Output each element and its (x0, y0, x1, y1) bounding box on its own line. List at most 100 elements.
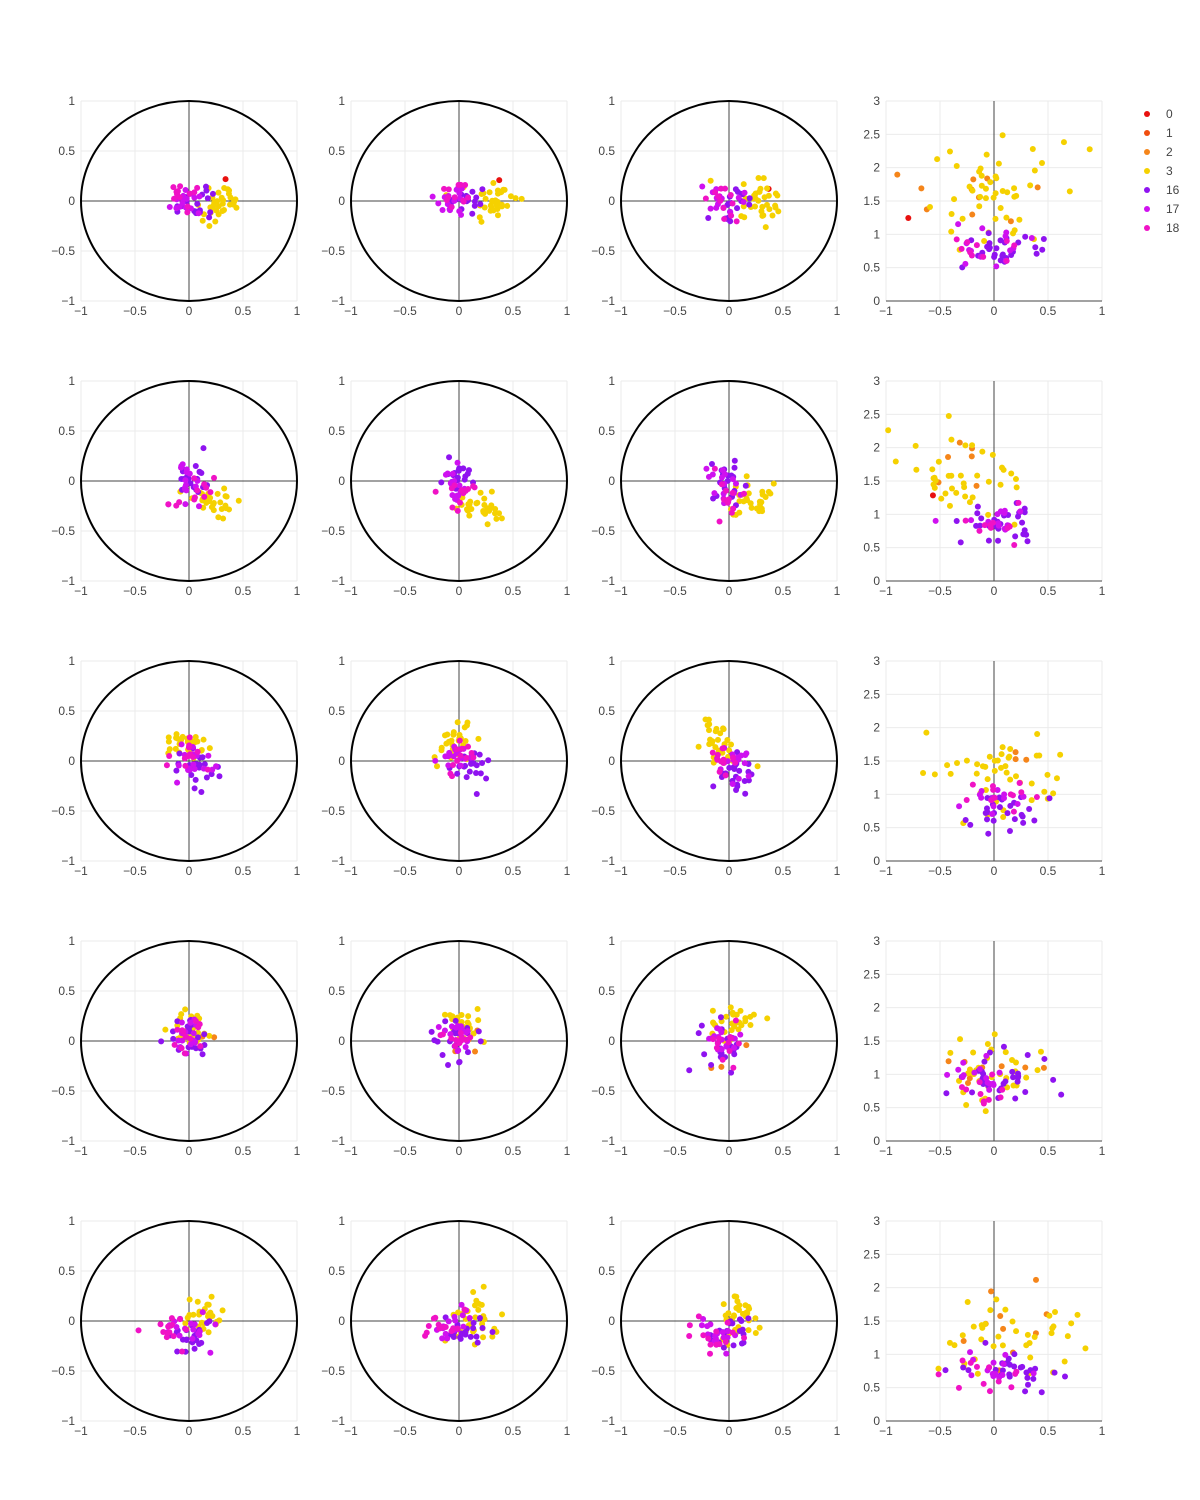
x-tick-label: 0.5 (1040, 1144, 1057, 1158)
point-series-3 (948, 472, 955, 479)
point-series-16 (470, 1319, 477, 1326)
legend-marker-0[interactable] (1144, 111, 1150, 117)
point-series-18 (707, 1341, 714, 1348)
point-series-3 (756, 1324, 763, 1331)
point-series-3 (759, 488, 766, 495)
legend-label-1[interactable]: 1 (1166, 126, 1173, 140)
x-tick-label: −0.5 (928, 584, 952, 598)
point-series-3 (172, 745, 179, 752)
y-tick-label: 2 (873, 441, 880, 455)
legend-label-18[interactable]: 18 (1166, 221, 1180, 235)
point-series-18 (729, 489, 736, 496)
point-series-18 (991, 794, 998, 801)
point-series-17 (460, 1323, 467, 1330)
y-tick-label: 0.5 (58, 984, 75, 998)
y-tick-label: 0.5 (58, 424, 75, 438)
y-tick-label: −1 (331, 854, 345, 868)
point-series-3 (969, 494, 976, 501)
legend-marker-2[interactable] (1144, 149, 1150, 155)
point-series-3 (948, 211, 955, 218)
x-tick-label: 1 (834, 864, 841, 878)
point-series-18 (727, 1035, 734, 1042)
point-series-3 (231, 198, 238, 205)
point-series-18 (453, 746, 460, 753)
y-tick-label: 2 (873, 1281, 880, 1295)
x-tick-label: 1 (294, 864, 301, 878)
point-series-18 (976, 1079, 983, 1086)
point-series-18 (454, 757, 461, 764)
point-series-17 (205, 752, 212, 759)
x-tick-label: −0.5 (663, 1144, 687, 1158)
point-series-2 (966, 1075, 973, 1082)
legend-label-2[interactable]: 2 (1166, 145, 1173, 159)
point-series-16 (686, 1067, 693, 1074)
point-series-17 (1000, 1360, 1007, 1367)
point-series-3 (992, 215, 999, 222)
point-series-3 (162, 1026, 169, 1033)
point-series-18 (448, 1035, 455, 1042)
legend-marker-17[interactable] (1144, 206, 1150, 212)
point-series-3 (215, 189, 222, 196)
point-series-18 (191, 475, 198, 482)
point-series-18 (980, 1380, 987, 1387)
point-series-2 (211, 1034, 218, 1041)
point-series-3 (706, 741, 713, 748)
y-tick-label: 0 (68, 1314, 75, 1328)
point-series-16 (1011, 1363, 1018, 1370)
point-series-3 (1068, 1320, 1075, 1327)
point-series-16 (198, 788, 205, 795)
point-series-18 (207, 489, 214, 496)
legend-label-3[interactable]: 3 (1166, 164, 1173, 178)
point-series-17 (742, 752, 749, 759)
point-series-3 (999, 132, 1006, 139)
y-tick-label: 2 (873, 721, 880, 735)
point-series-18 (450, 1325, 457, 1332)
point-series-3 (1044, 771, 1051, 778)
point-series-18 (709, 749, 716, 756)
x-tick-label: −0.5 (663, 864, 687, 878)
point-series-18 (1011, 242, 1018, 249)
legend-marker-3[interactable] (1144, 168, 1150, 174)
point-series-16 (705, 214, 712, 221)
point-series-16 (1038, 1389, 1045, 1396)
y-tick-label: −1 (601, 294, 615, 308)
x-tick-label: 0 (991, 1424, 998, 1438)
point-series-2 (964, 1080, 971, 1087)
y-tick-label: 2.5 (863, 1247, 880, 1261)
point-series-16 (745, 768, 752, 775)
legend-label-17[interactable]: 17 (1166, 202, 1180, 216)
point-series-16 (742, 482, 749, 489)
point-series-3 (1066, 188, 1073, 195)
legend-label-0[interactable]: 0 (1166, 107, 1173, 121)
panel-r3-c2: −1 −0.5 0 0.5 1 −1 −0.5 0 0.5 1 (321, 654, 570, 878)
point-series-16 (731, 464, 738, 471)
point-series-16 (198, 1339, 205, 1346)
point-series-3 (1034, 1067, 1041, 1074)
point-series-3 (1074, 1311, 1081, 1318)
point-series-3 (759, 203, 766, 210)
point-series-18 (196, 1021, 203, 1028)
point-series-3 (756, 188, 763, 195)
point-series-3 (962, 493, 969, 500)
legend-marker-16[interactable] (1144, 187, 1150, 193)
point-series-18 (439, 1324, 446, 1331)
point-series-16 (196, 468, 203, 475)
point-series-18 (157, 1321, 164, 1328)
legend-label-16[interactable]: 16 (1166, 183, 1180, 197)
x-tick-label: −0.5 (663, 1424, 687, 1438)
y-tick-label: 0.5 (328, 704, 345, 718)
point-series-16 (1031, 817, 1038, 824)
point-series-3 (466, 501, 473, 508)
legend-marker-18[interactable] (1144, 225, 1150, 231)
point-series-18 (1003, 257, 1010, 264)
points-group (158, 1006, 218, 1058)
point-series-18 (462, 182, 469, 189)
point-series-3 (930, 475, 937, 482)
point-series-18 (201, 481, 208, 488)
point-series-3 (702, 716, 709, 723)
point-series-18 (201, 493, 208, 500)
y-tick-label: −1 (61, 854, 75, 868)
legend-marker-1[interactable] (1144, 130, 1150, 136)
point-series-18 (985, 1096, 992, 1103)
point-series-3 (945, 413, 952, 420)
